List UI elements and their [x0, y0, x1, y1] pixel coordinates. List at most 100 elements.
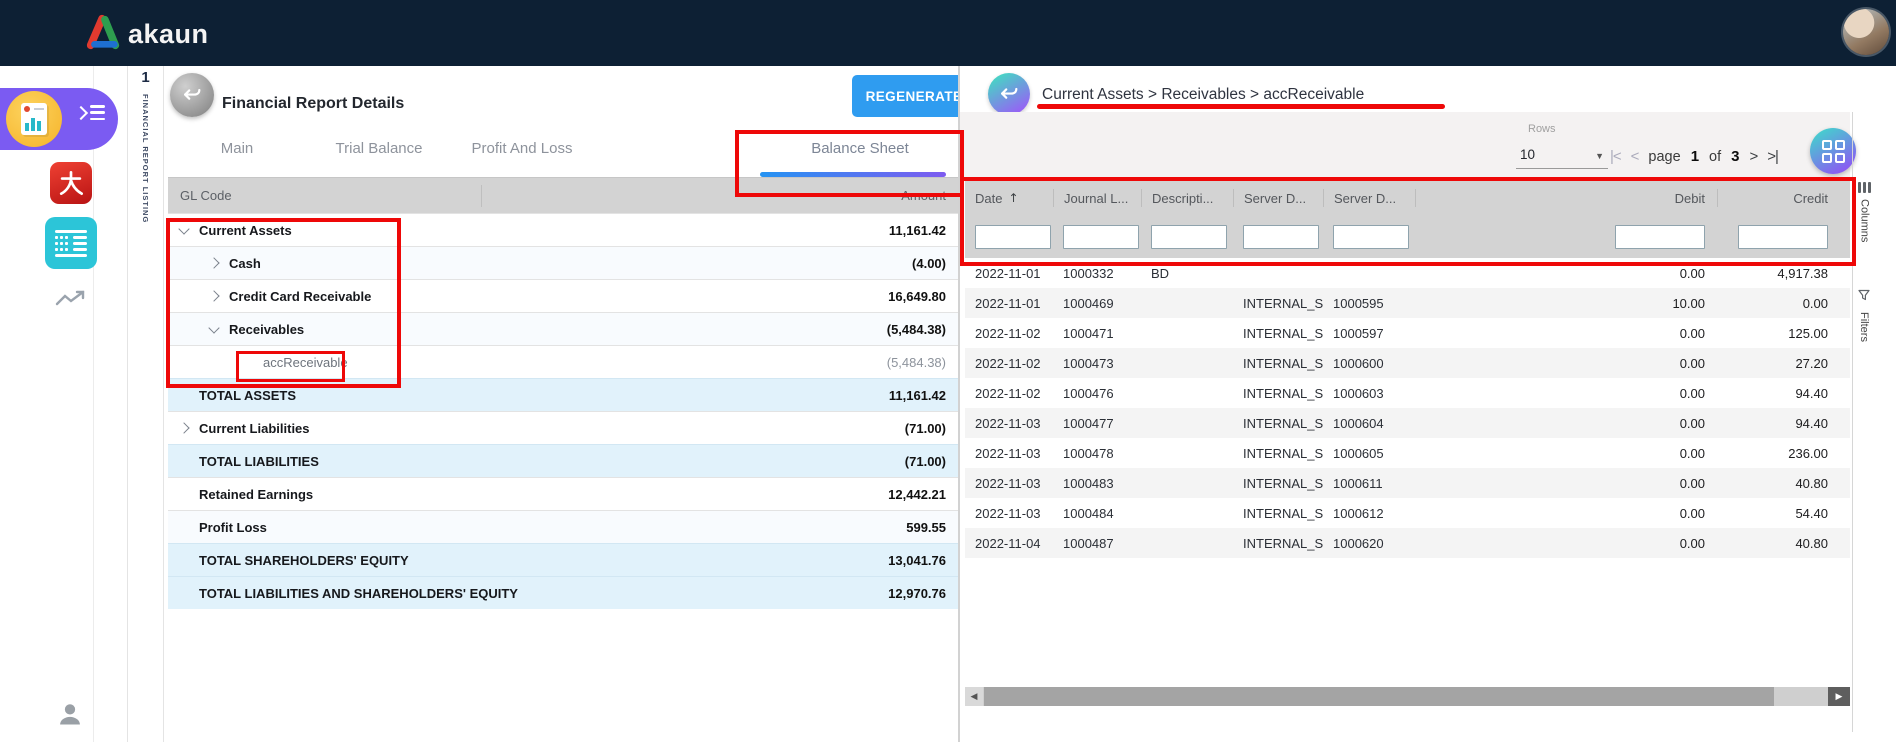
first-page-button[interactable]: |<	[1610, 148, 1622, 165]
trend-icon[interactable]	[54, 288, 90, 315]
gl-table-row[interactable]: Current Assets 11,161.42	[168, 213, 958, 246]
journal-grid-row[interactable]: 2022-11-02 1000471 INTERNAL_S... 1000597…	[965, 318, 1850, 348]
gl-table-row[interactable]: Retained Earnings 12,442.21	[168, 477, 958, 510]
rows-per-page-select[interactable]: 10 ▼	[1516, 142, 1608, 169]
gl-table-row[interactable]: Current Liabilities (71.00)	[168, 411, 958, 444]
column-header-server-d[interactable]: Server D...	[1233, 189, 1323, 207]
journal-grid-row[interactable]: 2022-11-03 1000478 INTERNAL_S... 1000605…	[965, 438, 1850, 468]
horizontal-scrollbar[interactable]: ◀ ▶	[965, 687, 1850, 706]
gl-table-row[interactable]: Credit Card Receivable 16,649.80	[168, 279, 958, 312]
next-page-button[interactable]: >	[1749, 148, 1758, 165]
filter-input-2[interactable]	[1151, 225, 1227, 249]
gl-row-label: Current Liabilities	[199, 420, 310, 436]
cell-server-doc: INTERNAL_S...	[1243, 475, 1323, 491]
active-app-financial-report[interactable]	[0, 88, 118, 150]
tree-chevron-icon[interactable]	[208, 290, 220, 302]
cell-date: 2022-11-04	[975, 535, 1041, 551]
tree-chevron-icon[interactable]	[178, 422, 190, 434]
cell-server-doc-2: 1000603	[1333, 385, 1384, 401]
gl-row-amount: 599.55	[906, 519, 946, 535]
tree-chevron-icon[interactable]	[178, 222, 190, 235]
cell-date: 2022-11-03	[975, 415, 1041, 431]
gl-table-row[interactable]: TOTAL LIABILITIES AND SHAREHOLDERS' EQUI…	[168, 576, 958, 609]
gl-table-row[interactable]: Cash (4.00)	[168, 246, 958, 279]
akaun-logo: akaun	[84, 13, 209, 56]
gl-table-row[interactable]: accReceivable (5,484.38)	[168, 345, 958, 378]
gl-row-label: Credit Card Receivable	[229, 288, 372, 304]
filters-tool[interactable]: Filters	[1858, 288, 1870, 342]
filter-input-1[interactable]	[1063, 225, 1139, 249]
user-avatar[interactable]	[1843, 9, 1889, 55]
prev-page-button[interactable]: <	[1630, 148, 1640, 165]
column-header-server-d[interactable]: Server D...	[1323, 189, 1415, 207]
columns-tool[interactable]: Columns	[1858, 182, 1871, 242]
cell-debit: 10.00	[1672, 295, 1705, 311]
column-header-credit[interactable]: Credit	[1717, 189, 1850, 207]
journal-grid-row[interactable]: 2022-11-04 1000487 INTERNAL_S... 1000620…	[965, 528, 1850, 558]
filter-funnel-icon	[1858, 288, 1870, 306]
grid-view-button[interactable]	[1810, 128, 1856, 174]
cell-journal: 1000484	[1063, 505, 1114, 521]
journal-grid-row[interactable]: 2022-11-03 1000483 INTERNAL_S... 1000611…	[965, 468, 1850, 498]
column-header-date[interactable]: Date ↑	[975, 190, 1019, 206]
filter-input-6[interactable]	[1738, 225, 1828, 249]
journal-grid-row[interactable]: 2022-11-01 1000469 INTERNAL_S... 1000595…	[965, 288, 1850, 318]
filter-input-5[interactable]	[1615, 225, 1705, 249]
gl-table-row[interactable]: TOTAL SHAREHOLDERS' EQUITY 13,041.76	[168, 543, 958, 576]
column-header-journal-l[interactable]: Journal L...	[1053, 189, 1141, 207]
app-icon-da[interactable]	[50, 162, 92, 204]
cell-date: 2022-11-03	[975, 475, 1041, 491]
column-header-amount[interactable]: Amount	[901, 188, 946, 203]
gl-row-label: Cash	[229, 255, 261, 271]
tab-main[interactable]: Main	[220, 140, 254, 157]
breadcrumb: Current Assets > Receivables > accReceiv…	[1042, 86, 1365, 103]
tab-profit-and-loss[interactable]: Profit And Loss	[471, 140, 573, 157]
filter-input-3[interactable]	[1243, 225, 1319, 249]
cell-server-doc: INTERNAL_S...	[1243, 355, 1323, 371]
sort-asc-icon: ↑	[1008, 191, 1019, 205]
cell-debit: 0.00	[1679, 505, 1705, 521]
top-app-bar: akaun	[0, 0, 1896, 66]
column-header-descripti[interactable]: Descripti...	[1141, 189, 1233, 207]
tab-trial-balance[interactable]: Trial Balance	[335, 140, 423, 157]
column-header-debit[interactable]: Debit	[1415, 189, 1717, 207]
column-header-gl-code[interactable]: GL Code	[168, 184, 482, 207]
cell-description	[1141, 528, 1233, 558]
cell-debit: 0.00	[1679, 385, 1705, 401]
journal-grid-row[interactable]: 2022-11-02 1000476 INTERNAL_S... 1000603…	[965, 378, 1850, 408]
filter-input-0[interactable]	[975, 225, 1051, 249]
cell-description: BD	[1151, 265, 1170, 281]
journal-grid-row[interactable]: 2022-11-03 1000484 INTERNAL_S... 1000612…	[965, 498, 1850, 528]
cell-credit: 236.00	[1788, 445, 1828, 461]
tree-chevron-icon[interactable]	[208, 257, 220, 269]
gl-row-amount: 13,041.76	[888, 552, 946, 568]
last-page-button[interactable]: >|	[1767, 148, 1779, 165]
workspace-tab-financial-report-listing[interactable]: 1 FINANCIAL REPORT LISTING	[127, 66, 164, 742]
journal-grid-row[interactable]: 2022-11-03 1000477 INTERNAL_S... 1000604…	[965, 408, 1850, 438]
workspace-tab-label: FINANCIAL REPORT LISTING	[141, 94, 150, 224]
cell-journal: 1000332	[1063, 265, 1114, 281]
gl-table-row[interactable]: Profit Loss 599.55	[168, 510, 958, 543]
profile-icon[interactable]	[56, 700, 84, 733]
tree-chevron-icon[interactable]	[208, 321, 220, 334]
scroll-left-icon[interactable]: ◀	[965, 687, 983, 706]
collapse-menu-icon[interactable]	[73, 105, 105, 121]
filter-input-4[interactable]	[1333, 225, 1409, 249]
regenerate-button[interactable]: REGENERATE	[852, 75, 976, 117]
columns-tool-label: Columns	[1858, 199, 1871, 243]
tab-balance-sheet[interactable]: Balance Sheet	[811, 140, 909, 157]
gl-table-row[interactable]: TOTAL ASSETS 11,161.42	[168, 378, 958, 411]
scrollbar-thumb[interactable]	[984, 687, 1774, 706]
back-button[interactable]	[170, 73, 214, 117]
cell-server-doc-2: 1000595	[1333, 295, 1384, 311]
app-icon-ledger[interactable]	[45, 217, 97, 269]
app-rail	[0, 66, 118, 742]
gl-table-row[interactable]: Receivables (5,484.38)	[168, 312, 958, 345]
filter-cell	[1141, 225, 1233, 249]
rows-per-page-value: 10	[1520, 147, 1536, 162]
detail-back-button[interactable]	[988, 73, 1030, 115]
journal-grid-row[interactable]: 2022-11-01 1000332 BD 0.00 4,917.38	[965, 258, 1850, 288]
gl-table-row[interactable]: TOTAL LIABILITIES (71.00)	[168, 444, 958, 477]
journal-grid-row[interactable]: 2022-11-02 1000473 INTERNAL_S... 1000600…	[965, 348, 1850, 378]
scroll-right-icon[interactable]: ▶	[1828, 687, 1850, 706]
